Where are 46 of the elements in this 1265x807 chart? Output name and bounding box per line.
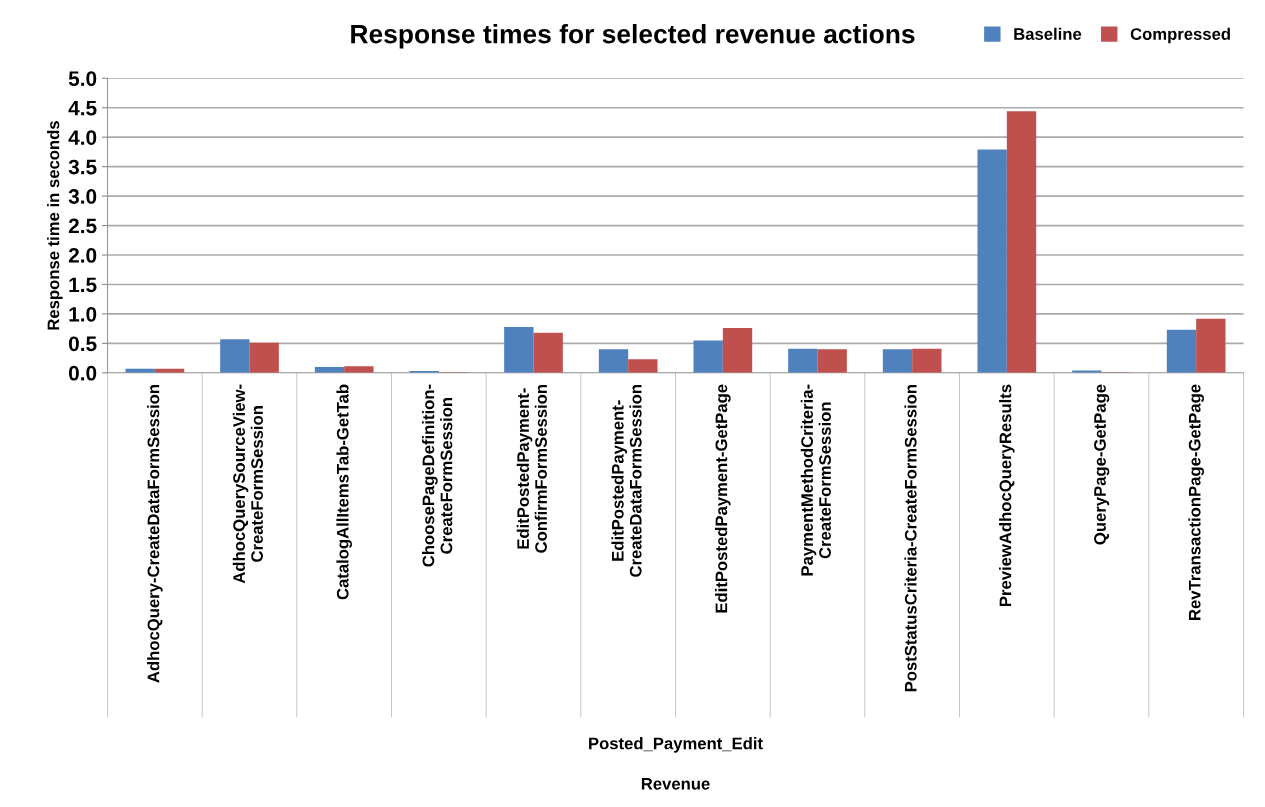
x-tick-label: ChoosePageDefinition- CreateFormSession [422,384,453,567]
chart-title: Response times for selected revenue actions [351,24,915,49]
x-tick-label: PostStatusCriteria-CreateFormSession [904,384,917,692]
bar [504,326,534,373]
bar [598,349,629,373]
bar [249,342,279,373]
text: Posted_Payment_Edit [589,737,763,753]
bar [788,348,818,373]
x-tick-label: AdhocQuery-CreateDataFormSession [147,384,163,683]
y-tick-label: 4.5 [68,100,97,116]
bar [882,349,913,373]
y-tick-label: 1.0 [69,306,97,322]
bar [912,348,942,373]
bar [533,332,563,373]
y-tick-label: 3.5 [68,159,97,175]
x-tick-label: CatalogAllItemsTab-GetTab [336,384,352,600]
y-tick-label: 2.0 [68,248,97,263]
x-tick-label: RevTransactionPage-GetPage [1188,384,1204,620]
text: Revenue [641,778,710,790]
x-tick-label: PreviewAdhocQueryResults [999,384,1015,607]
y-tick-label: 4.0 [68,130,97,145]
legend-label: Compressed [1130,27,1230,44]
bar [628,359,658,373]
x-tick-label: QueryPage-GetPage [1094,384,1110,545]
bar [1196,318,1226,373]
x-tick-label: EditPostedPayment-GetPage [715,384,731,613]
y-tick-label: 5.0 [68,71,97,87]
y-tick-label: 2.5 [68,218,97,234]
y-tick-label: 3.0 [68,189,97,204]
x-tick-label: PaymentMethodCriteria- CreateFormSession [800,384,831,576]
bar [220,339,250,373]
bar [722,328,753,373]
bar [693,340,723,373]
x-tick-label: AdhocQuerySourceView- CreateFormSession [232,384,263,584]
legend-label: Baseline [1014,27,1082,40]
y-axis-title: Response time in seconds [47,121,63,330]
bar [977,149,1007,373]
x-tick-label: EditPostedPayment- ConfirmFormSession [516,384,547,553]
bar [344,366,374,373]
bar [817,349,847,373]
y-tick-label: 0.0 [68,365,97,381]
y-tick-label: 1.5 [69,277,97,293]
bar [1166,329,1197,373]
x-tick-label: EditPostedPayment- CreateDataFormSession [611,384,642,577]
bar [1006,111,1037,373]
y-tick-label: 0.5 [68,336,97,352]
